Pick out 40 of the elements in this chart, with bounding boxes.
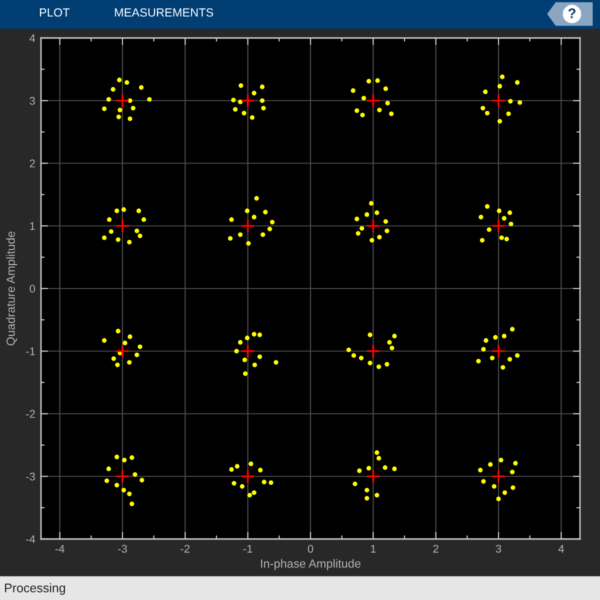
x-tick-label: 2 (433, 544, 438, 553)
x-axis-title: In-phase Amplitude (261, 559, 361, 570)
y-tick-label: 2 (30, 160, 35, 168)
point (115, 218, 130, 233)
point (115, 94, 130, 108)
text: PLOT (40, 8, 70, 17)
point (240, 469, 255, 484)
y-tick-label: -2 (26, 410, 35, 418)
point (115, 469, 130, 484)
point (491, 94, 506, 108)
y-axis-title: Quadrature Amplitude (6, 232, 18, 346)
x-tick-label: 4 (558, 544, 564, 553)
y-tick-label: 0 (30, 284, 36, 293)
point (366, 344, 380, 358)
text: Processing (5, 583, 66, 595)
y-tick-label: 1 (30, 222, 35, 230)
point (491, 344, 506, 358)
point (491, 469, 506, 484)
point (240, 218, 255, 233)
point (366, 94, 380, 108)
y-tick-label: -4 (26, 535, 36, 544)
point (491, 218, 506, 233)
x-tick-label: -2 (180, 544, 190, 553)
text: ? (568, 8, 576, 18)
x-tick-label: -4 (55, 544, 64, 553)
x-tick-label: 3 (496, 544, 502, 553)
y-tick-label: -1 (26, 348, 35, 356)
point (366, 218, 380, 233)
y-tick-label: -3 (26, 472, 35, 481)
point (240, 94, 255, 108)
x-tick-label: 0 (308, 544, 314, 553)
x-tick-label: 1 (370, 544, 376, 553)
x-tick-label: -1 (243, 544, 252, 553)
point (366, 469, 380, 484)
y-tick-label: 4 (30, 34, 36, 42)
point (115, 344, 130, 358)
point (240, 344, 255, 358)
y-tick-label: 3 (30, 96, 35, 105)
text: MEASUREMENTS (114, 8, 214, 17)
x-tick-label: -3 (118, 544, 127, 553)
